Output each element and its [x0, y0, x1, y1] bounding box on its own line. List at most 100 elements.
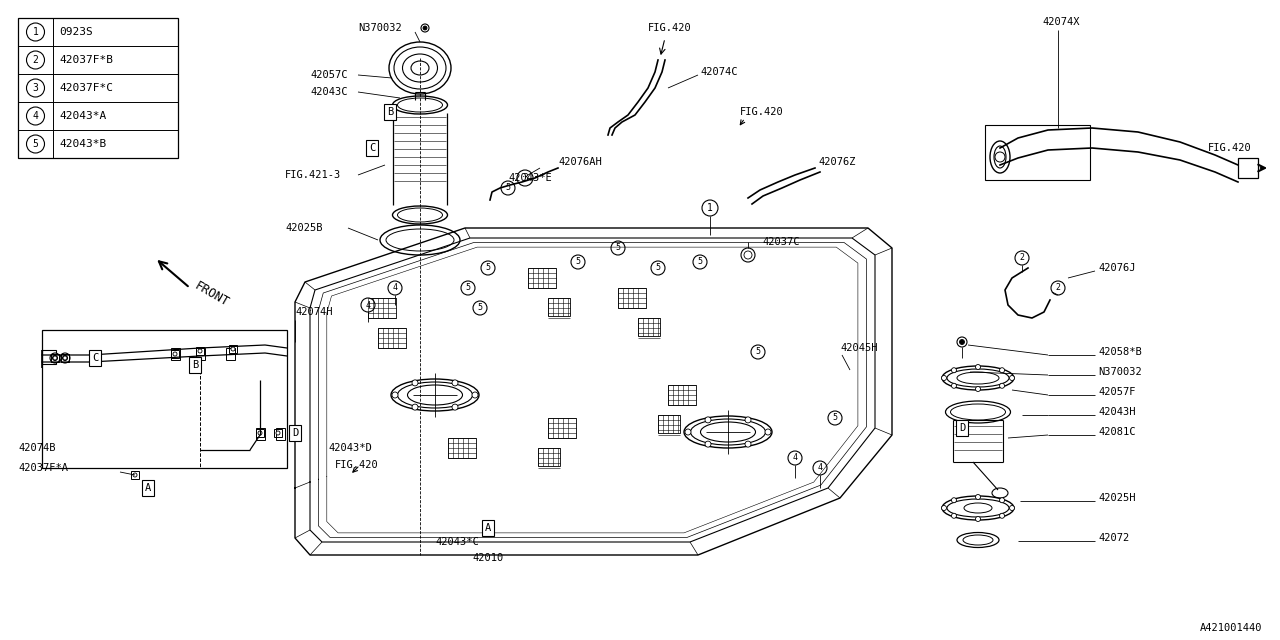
Ellipse shape	[387, 229, 454, 251]
Ellipse shape	[951, 404, 1006, 420]
Circle shape	[813, 461, 827, 475]
Bar	[256, 428, 265, 440]
Ellipse shape	[947, 369, 1009, 387]
Text: FIG.420: FIG.420	[740, 107, 783, 117]
Text: 42037C: 42037C	[762, 237, 800, 247]
Text: 5: 5	[32, 139, 38, 149]
Circle shape	[472, 392, 477, 398]
Text: 42043*E: 42043*E	[508, 173, 552, 183]
Circle shape	[828, 411, 842, 425]
Ellipse shape	[389, 42, 451, 94]
Circle shape	[975, 387, 980, 392]
Text: 42076AH: 42076AH	[558, 157, 602, 167]
Circle shape	[412, 404, 419, 410]
Circle shape	[27, 135, 45, 153]
Circle shape	[474, 301, 486, 315]
Text: 5: 5	[576, 257, 581, 266]
Text: 42037F*A: 42037F*A	[18, 463, 68, 473]
Text: 42043*A: 42043*A	[59, 111, 106, 121]
Circle shape	[1010, 376, 1015, 381]
Text: 3: 3	[32, 83, 38, 93]
Circle shape	[452, 404, 458, 410]
Circle shape	[60, 353, 70, 363]
Bar	[51, 354, 59, 362]
Bar	[227, 348, 236, 360]
Text: 5: 5	[466, 284, 471, 292]
Text: 1: 1	[707, 203, 713, 213]
Text: FIG.420: FIG.420	[1208, 143, 1252, 153]
Text: 42072: 42072	[1098, 533, 1129, 543]
Bar	[658, 415, 680, 433]
Circle shape	[27, 23, 45, 41]
Ellipse shape	[992, 488, 1009, 498]
Bar	[274, 429, 282, 437]
Text: 42074C: 42074C	[700, 67, 737, 77]
Circle shape	[133, 473, 137, 477]
Text: 5: 5	[832, 413, 837, 422]
Ellipse shape	[394, 47, 445, 89]
Circle shape	[1010, 506, 1015, 511]
Circle shape	[52, 356, 58, 360]
Circle shape	[744, 251, 753, 259]
Text: 42043*D: 42043*D	[328, 443, 371, 453]
Text: 42076J: 42076J	[1098, 263, 1135, 273]
Circle shape	[705, 441, 710, 447]
Circle shape	[745, 441, 751, 447]
Circle shape	[27, 79, 45, 97]
Text: 4: 4	[792, 454, 797, 463]
Circle shape	[173, 352, 177, 356]
Text: A: A	[485, 523, 492, 533]
Text: 2: 2	[1019, 253, 1024, 262]
Circle shape	[571, 255, 585, 269]
Circle shape	[421, 24, 429, 32]
Circle shape	[50, 353, 60, 363]
Circle shape	[942, 376, 946, 381]
Circle shape	[452, 380, 458, 386]
Circle shape	[705, 417, 710, 423]
Circle shape	[685, 429, 691, 435]
Circle shape	[361, 298, 375, 312]
Text: 2: 2	[32, 55, 38, 65]
Circle shape	[951, 383, 956, 388]
Text: N370032: N370032	[358, 23, 402, 33]
Bar	[172, 348, 180, 360]
Text: 42074H: 42074H	[294, 307, 333, 317]
Bar	[172, 350, 179, 358]
Circle shape	[1015, 251, 1029, 265]
Circle shape	[975, 516, 980, 522]
Ellipse shape	[398, 98, 443, 112]
Text: 42058*B: 42058*B	[1098, 347, 1142, 357]
Text: D: D	[959, 423, 965, 433]
Circle shape	[960, 339, 965, 344]
Text: 3: 3	[522, 173, 527, 183]
Text: 42025B: 42025B	[285, 223, 323, 233]
Ellipse shape	[957, 532, 998, 547]
Text: 5: 5	[698, 257, 703, 266]
Circle shape	[52, 355, 58, 360]
Bar	[538, 448, 561, 466]
Ellipse shape	[684, 416, 772, 448]
Circle shape	[1000, 513, 1005, 518]
Bar	[196, 348, 205, 360]
Circle shape	[652, 261, 666, 275]
Circle shape	[259, 431, 262, 435]
Ellipse shape	[398, 208, 443, 222]
Ellipse shape	[411, 61, 429, 75]
Ellipse shape	[989, 141, 1010, 173]
Text: 4: 4	[393, 284, 398, 292]
Circle shape	[27, 107, 45, 125]
Text: 5: 5	[755, 348, 760, 356]
Ellipse shape	[942, 496, 1014, 520]
Text: 42025H: 42025H	[1098, 493, 1135, 503]
Bar	[369, 298, 396, 318]
Bar	[1238, 158, 1258, 178]
Circle shape	[422, 26, 428, 30]
Circle shape	[788, 451, 803, 465]
Circle shape	[500, 181, 515, 195]
Circle shape	[1051, 281, 1065, 295]
Circle shape	[745, 417, 751, 423]
Text: B: B	[387, 107, 393, 117]
Text: 4: 4	[818, 463, 823, 472]
Ellipse shape	[963, 535, 993, 545]
Text: 5: 5	[485, 264, 490, 273]
